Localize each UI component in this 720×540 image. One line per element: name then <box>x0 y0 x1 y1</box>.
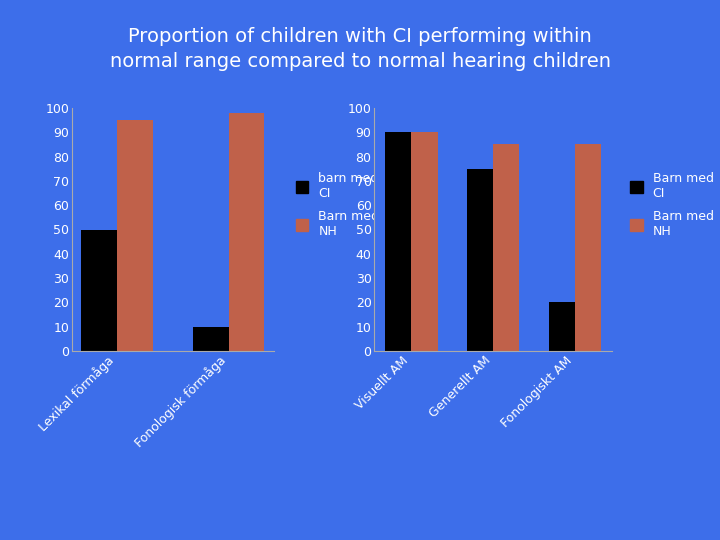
Legend: barn med
CI, Barn med
NH: barn med CI, Barn med NH <box>296 172 379 238</box>
Bar <box>117 120 153 351</box>
Bar <box>575 144 601 351</box>
Legend: Barn med
CI, Barn med
NH: Barn med CI, Barn med NH <box>630 172 714 238</box>
Bar <box>467 168 493 351</box>
Bar <box>81 230 117 351</box>
Bar <box>193 327 229 351</box>
Bar <box>493 144 519 351</box>
Bar <box>549 302 575 351</box>
Bar <box>411 132 438 351</box>
Bar <box>385 132 411 351</box>
Text: Proportion of children with CI performing within
normal range compared to normal: Proportion of children with CI performin… <box>109 27 611 71</box>
Bar <box>229 113 264 351</box>
